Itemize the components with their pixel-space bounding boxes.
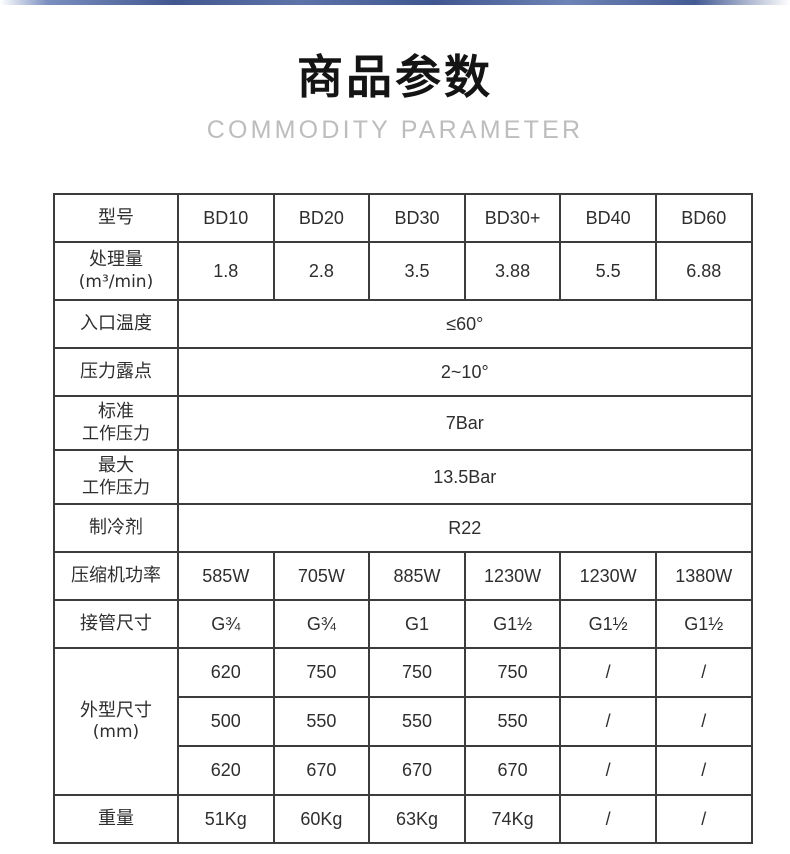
table-row-dimensions-length: 外型尺寸 (mm) 620 750 750 750 / / bbox=[53, 647, 753, 796]
cell-pipe-size-bd30plus: G1½ bbox=[463, 599, 562, 649]
cell-dimension-length-bd60: / bbox=[654, 647, 753, 698]
row-label-pressure-dew-point: 压力露点 bbox=[53, 347, 179, 397]
row-label-inlet-temperature: 入口温度 bbox=[53, 299, 179, 349]
cell-compressor-power-bd30: 885W bbox=[368, 551, 466, 601]
page-title: 商品参数 bbox=[297, 50, 493, 104]
cell-dimension-length-bd30plus: 750 bbox=[463, 647, 562, 698]
cell-capacity-bd30: 3.5 bbox=[368, 241, 466, 301]
table-header-row: 型号 BD10 BD20 BD30 BD30+ BD40 BD60 bbox=[53, 193, 753, 243]
row-label-dimensions-main: 外型尺寸 bbox=[80, 699, 152, 721]
cell-pipe-size-bd30: G1 bbox=[368, 599, 466, 649]
cell-capacity-bd60: 6.88 bbox=[654, 241, 753, 301]
table-row-capacity: 处理量 (m³/min) 1.8 2.8 3.5 3.88 5.5 6.88 bbox=[53, 241, 753, 301]
row-label-dimensions-unit: (mm) bbox=[92, 722, 140, 743]
cell-dimension-height-bd30plus: 670 bbox=[463, 745, 562, 796]
specification-table: 型号 BD10 BD20 BD30 BD30+ BD40 BD60 处理量 (m… bbox=[53, 193, 753, 844]
table-row-compressor-power: 压缩机功率 585W 705W 885W 1230W 1230W 1380W bbox=[53, 551, 753, 601]
row-label-standard-sub: 工作压力 bbox=[82, 423, 150, 444]
cell-dimension-length-bd40: / bbox=[559, 647, 657, 698]
cell-weight-bd10: 51Kg bbox=[177, 794, 275, 844]
row-label-max-sub: 工作压力 bbox=[82, 477, 150, 498]
cell-dimension-width-bd40: / bbox=[559, 696, 657, 747]
row-label-capacity: 处理量 (m³/min) bbox=[53, 241, 179, 301]
top-accent-strip bbox=[0, 0, 790, 5]
row-label-max-main: 最大 bbox=[98, 455, 134, 477]
cell-dimension-height-bd30: 670 bbox=[368, 745, 466, 796]
cell-weight-bd30plus: 74Kg bbox=[463, 794, 562, 844]
row-label-capacity-unit: (m³/min) bbox=[78, 271, 154, 292]
header-cell-bd30: BD30 bbox=[368, 193, 466, 243]
cell-dimension-height-bd40: / bbox=[559, 745, 657, 796]
table-row-dimensions-width: 500 550 550 550 / / bbox=[54, 696, 753, 747]
row-label-standard-working-pressure: 标准 工作压力 bbox=[53, 395, 179, 451]
row-label-weight: 重量 bbox=[53, 794, 179, 844]
cell-pressure-dew-point-value: 2~10° bbox=[177, 347, 753, 397]
table-row-pipe-size: 接管尺寸 G¾ G¾ G1 G1½ G1½ G1½ bbox=[53, 599, 753, 649]
cell-dimension-width-bd60: / bbox=[654, 696, 753, 747]
cell-capacity-bd20: 2.8 bbox=[272, 241, 371, 301]
cell-compressor-power-bd60: 1380W bbox=[654, 551, 753, 601]
cell-compressor-power-bd40: 1230W bbox=[559, 551, 657, 601]
table-row-weight: 重量 51Kg 60Kg 63Kg 74Kg / / bbox=[53, 794, 753, 844]
cell-dimension-height-bd20: 670 bbox=[272, 745, 371, 796]
header-cell-bd20: BD20 bbox=[272, 193, 371, 243]
cell-dimension-width-bd10: 500 bbox=[177, 696, 275, 747]
cell-weight-bd40: / bbox=[559, 794, 657, 844]
cell-compressor-power-bd10: 585W bbox=[177, 551, 275, 601]
table-row-refrigerant: 制冷剂 R22 bbox=[53, 503, 753, 553]
header-cell-bd30plus: BD30+ bbox=[463, 193, 562, 243]
cell-dimension-length-bd10: 620 bbox=[177, 647, 275, 698]
cell-dimension-width-bd30: 550 bbox=[368, 696, 466, 747]
cell-inlet-temperature-value: ≤60° bbox=[177, 299, 753, 349]
cell-dimension-length-bd30: 750 bbox=[368, 647, 466, 698]
header-cell-bd10: BD10 bbox=[177, 193, 275, 243]
cell-dimension-length-bd20: 750 bbox=[272, 647, 371, 698]
cell-compressor-power-bd20: 705W bbox=[272, 551, 371, 601]
page-subtitle: COMMODITY PARAMETER bbox=[206, 115, 584, 144]
cell-pipe-size-bd60: G1½ bbox=[654, 599, 753, 649]
cell-pipe-size-bd40: G1½ bbox=[559, 599, 657, 649]
row-label-pipe-size: 接管尺寸 bbox=[53, 599, 179, 649]
header-cell-bd40: BD40 bbox=[559, 193, 657, 243]
cell-standard-working-pressure-value: 7Bar bbox=[177, 395, 753, 451]
cell-refrigerant-value: R22 bbox=[177, 503, 753, 553]
cell-dimension-width-bd30plus: 550 bbox=[463, 696, 562, 747]
cell-max-working-pressure-value: 13.5Bar bbox=[177, 449, 753, 505]
row-label-capacity-main: 处理量 bbox=[89, 249, 143, 271]
row-label-compressor-power: 压缩机功率 bbox=[53, 551, 179, 601]
table-row-inlet-temperature: 入口温度 ≤60° bbox=[53, 299, 753, 349]
page-heading: 商品参数 COMMODITY PARAMETER bbox=[0, 0, 790, 145]
header-cell-bd60: BD60 bbox=[654, 193, 753, 243]
table-row-max-working-pressure: 最大 工作压力 13.5Bar bbox=[53, 449, 753, 505]
cell-weight-bd60: / bbox=[654, 794, 753, 844]
row-label-standard-main: 标准 bbox=[98, 401, 134, 423]
header-cell-model: 型号 bbox=[53, 193, 179, 243]
table-row-standard-working-pressure: 标准 工作压力 7Bar bbox=[53, 395, 753, 451]
cell-dimension-height-bd10: 620 bbox=[177, 745, 275, 796]
cell-pipe-size-bd10: G¾ bbox=[177, 599, 275, 649]
row-label-refrigerant: 制冷剂 bbox=[53, 503, 179, 553]
cell-pipe-size-bd20: G¾ bbox=[272, 599, 371, 649]
table-body: 型号 BD10 BD20 BD30 BD30+ BD40 BD60 处理量 (m… bbox=[53, 193, 753, 844]
cell-dimension-width-bd20: 550 bbox=[272, 696, 371, 747]
cell-weight-bd30: 63Kg bbox=[368, 794, 466, 844]
cell-compressor-power-bd30plus: 1230W bbox=[463, 551, 562, 601]
cell-weight-bd20: 60Kg bbox=[272, 794, 371, 844]
specification-table-wrapper: 型号 BD10 BD20 BD30 BD30+ BD40 BD60 处理量 (m… bbox=[53, 193, 753, 844]
cell-capacity-bd30plus: 3.88 bbox=[463, 241, 562, 301]
table-row-dimensions-height: 620 670 670 670 / / bbox=[54, 745, 753, 796]
table-row-pressure-dew-point: 压力露点 2~10° bbox=[53, 347, 753, 397]
cell-capacity-bd40: 5.5 bbox=[559, 241, 657, 301]
cell-capacity-bd10: 1.8 bbox=[177, 241, 275, 301]
cell-dimension-height-bd60: / bbox=[654, 745, 753, 796]
row-label-dimensions: 外型尺寸 (mm) bbox=[53, 647, 179, 796]
row-label-max-working-pressure: 最大 工作压力 bbox=[53, 449, 179, 505]
